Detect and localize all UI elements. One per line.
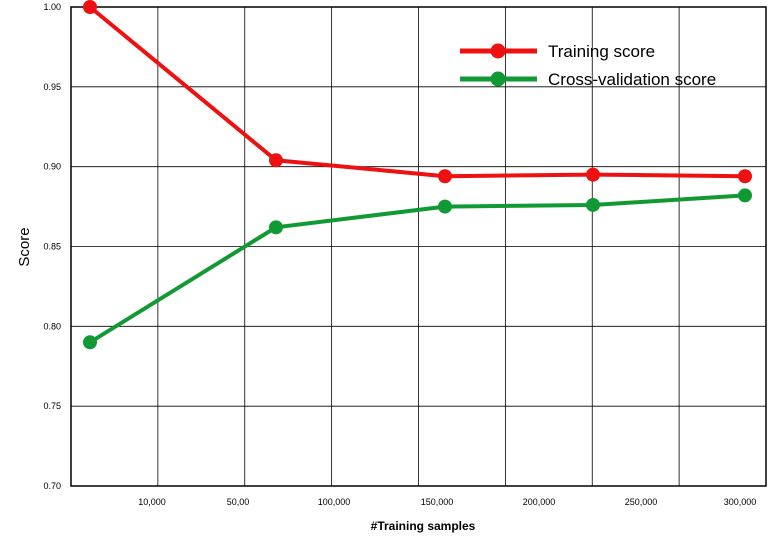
x-tick-label: 10,000 [138, 497, 166, 507]
legend-item: Cross-validation score [460, 70, 716, 89]
x-tick-label: 200,000 [523, 497, 556, 507]
plot-frame [70, 6, 767, 487]
y-tick-labels: 0.70 0.75 0.80 0.85 0.90 0.95 1.00 [43, 2, 61, 491]
x-tick-label: 150,000 [421, 497, 454, 507]
y-tick-label: 0.70 [43, 481, 61, 491]
data-point [586, 167, 600, 182]
y-tick-label: 0.80 [43, 321, 61, 331]
series-line [88, 193, 746, 345]
x-tick-label: 50,00 [227, 497, 250, 507]
series-training-score [83, 0, 752, 184]
y-axis-label: Score [16, 227, 33, 266]
y-tick-label: 0.75 [43, 401, 61, 411]
legend-label: Training score [548, 42, 655, 61]
series-cross-validation-score [83, 188, 752, 350]
legend: Training score Cross-validation score [460, 42, 716, 89]
data-point [269, 220, 283, 235]
grid [71, 7, 766, 486]
data-point [738, 169, 752, 184]
legend-label: Cross-validation score [548, 70, 716, 89]
data-point [586, 197, 600, 212]
y-tick-label: 0.85 [43, 242, 61, 252]
y-tick-label: 1.00 [43, 2, 61, 12]
x-tick-label: 300,000 [724, 497, 757, 507]
legend-item: Training score [460, 42, 655, 61]
data-point [83, 335, 97, 350]
data-point [738, 188, 752, 203]
legend-swatch-marker [490, 43, 506, 59]
data-point [438, 199, 452, 214]
x-axis-label: #Training samples [371, 519, 476, 533]
data-point [269, 153, 283, 168]
x-tick-labels: 10,000 50,00 100,000 150,000 200,000 250,000 3… [138, 497, 756, 507]
series [83, 0, 752, 350]
series-line [88, 5, 746, 179]
data-point [438, 169, 452, 184]
y-tick-label: 0.95 [43, 82, 61, 92]
legend-swatch-marker [490, 71, 506, 87]
x-tick-label: 100,000 [318, 497, 351, 507]
x-tick-label: 250,000 [625, 497, 658, 507]
data-point [83, 0, 97, 14]
y-tick-label: 0.90 [43, 162, 61, 172]
